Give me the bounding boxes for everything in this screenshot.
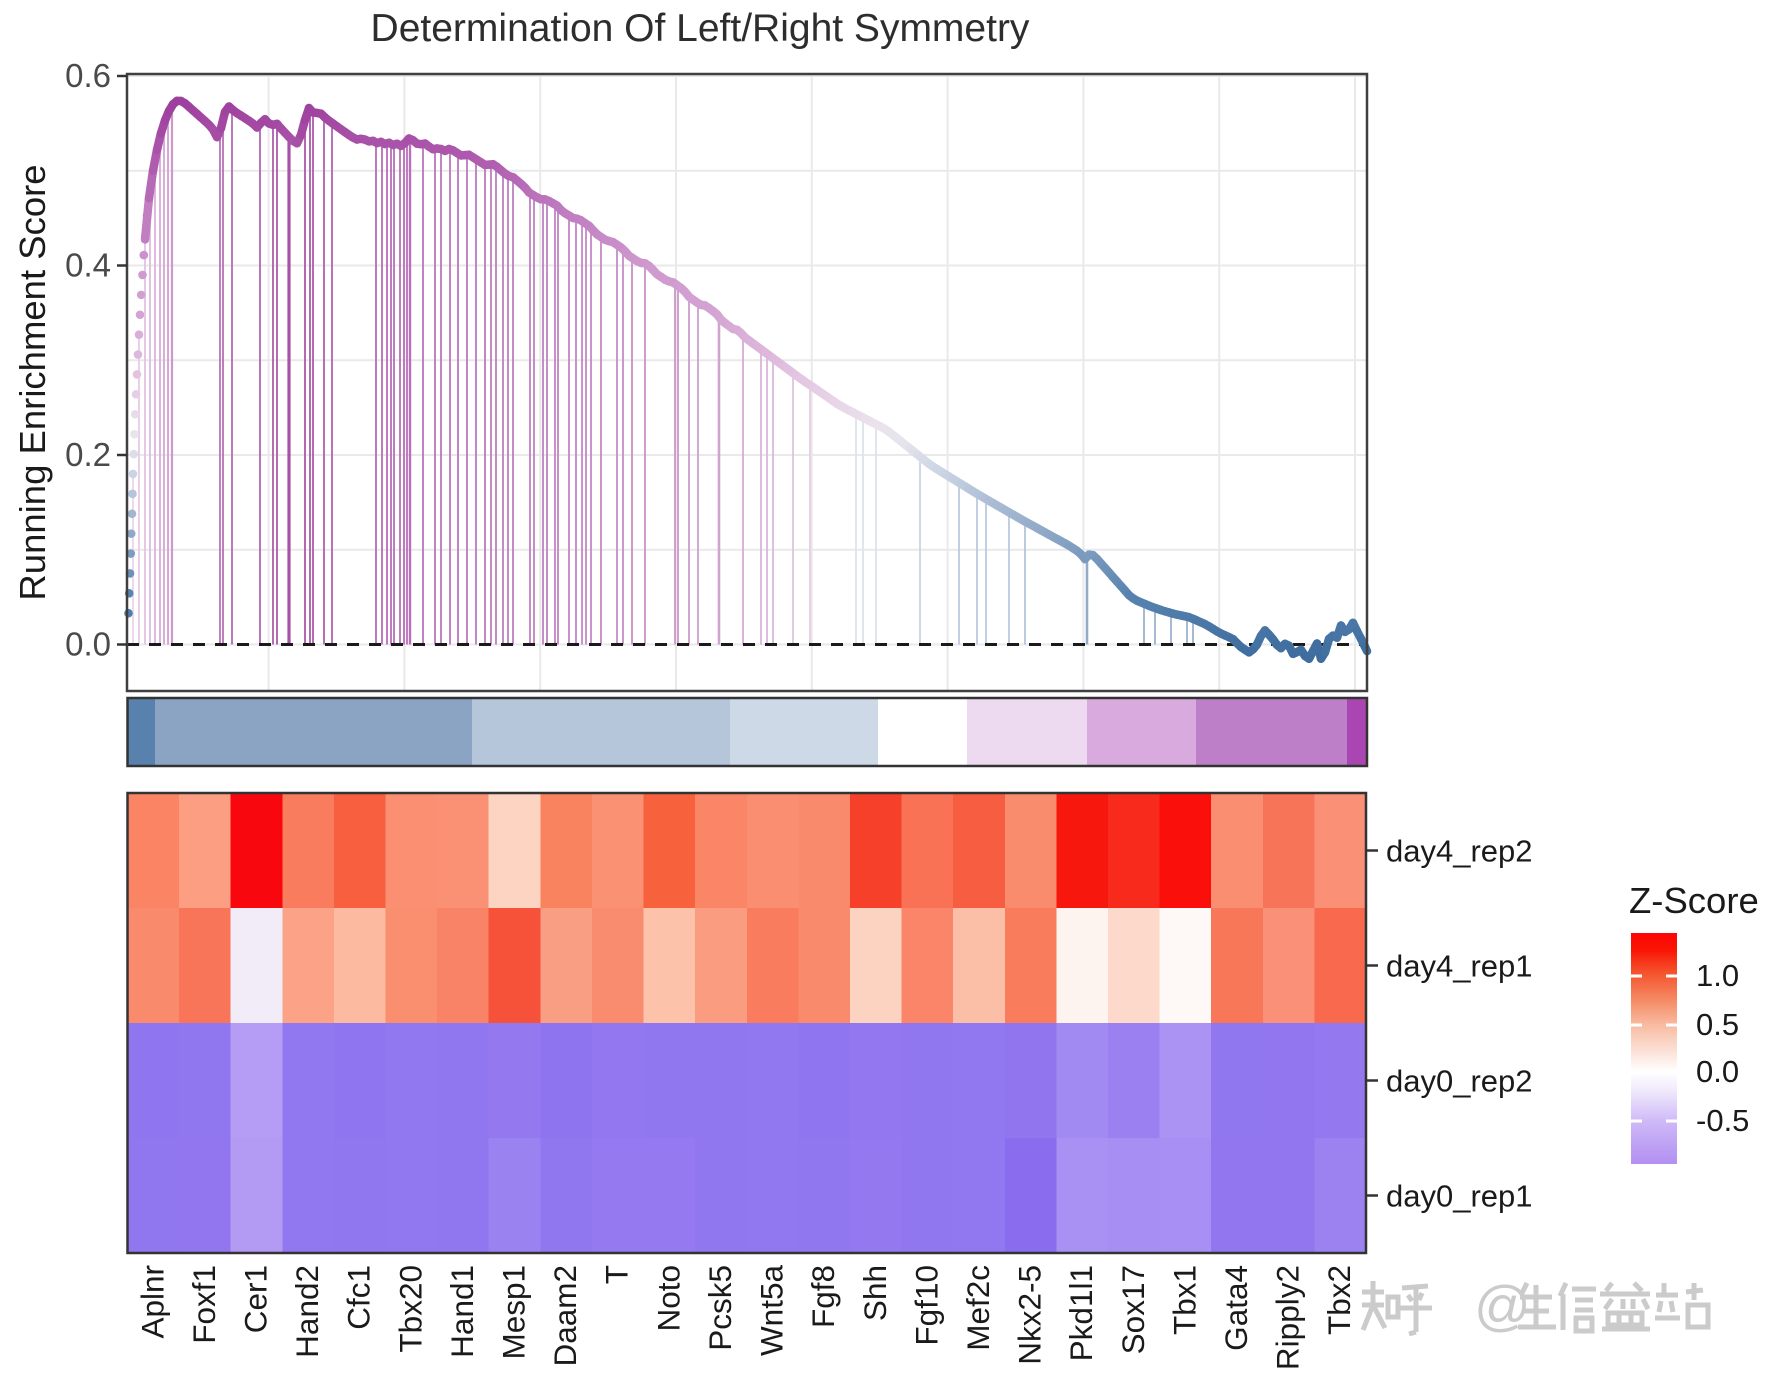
svg-text:Running Enrichment Score: Running Enrichment Score xyxy=(12,164,53,600)
svg-text:0.6: 0.6 xyxy=(65,57,111,94)
svg-text:Nkx2-5: Nkx2-5 xyxy=(1012,1265,1048,1365)
svg-text:T: T xyxy=(599,1265,635,1284)
svg-text:Foxf1: Foxf1 xyxy=(186,1265,222,1344)
svg-text:Sox17: Sox17 xyxy=(1115,1265,1151,1354)
svg-text:Daam2: Daam2 xyxy=(547,1265,583,1367)
svg-text:0.2: 0.2 xyxy=(65,436,111,473)
svg-text:day0_rep1: day0_rep1 xyxy=(1386,1179,1533,1214)
svg-text:Hand2: Hand2 xyxy=(289,1265,325,1358)
svg-text:Determination Of Left/Right Sy: Determination Of Left/Right Symmetry xyxy=(371,7,1030,50)
svg-text:Cer1: Cer1 xyxy=(238,1265,274,1333)
svg-text:Ripply2: Ripply2 xyxy=(1270,1265,1306,1370)
svg-text:Fgf10: Fgf10 xyxy=(908,1265,944,1346)
svg-text:Fgf8: Fgf8 xyxy=(805,1265,841,1328)
svg-text:Tbx20: Tbx20 xyxy=(392,1265,428,1353)
svg-text:day4_rep2: day4_rep2 xyxy=(1386,834,1533,869)
svg-text:Z-Score: Z-Score xyxy=(1629,880,1759,921)
svg-text:day0_rep2: day0_rep2 xyxy=(1386,1064,1533,1099)
svg-text:Aplnr: Aplnr xyxy=(134,1265,170,1339)
svg-text:1.0: 1.0 xyxy=(1696,958,1739,993)
svg-text:0.4: 0.4 xyxy=(65,247,111,284)
svg-text:0.0: 0.0 xyxy=(65,626,111,663)
svg-text:0.5: 0.5 xyxy=(1696,1007,1739,1042)
svg-text:Shh: Shh xyxy=(857,1265,893,1321)
svg-text:Hand1: Hand1 xyxy=(444,1265,480,1358)
svg-text:day4_rep1: day4_rep1 xyxy=(1386,949,1533,984)
svg-text:Mesp1: Mesp1 xyxy=(496,1265,532,1360)
svg-text:Tbx1: Tbx1 xyxy=(1166,1265,1202,1335)
svg-text:Tbx2: Tbx2 xyxy=(1321,1265,1357,1335)
svg-text:Gata4: Gata4 xyxy=(1218,1265,1254,1351)
svg-text:Mef2c: Mef2c xyxy=(960,1265,996,1351)
svg-text:Cfc1: Cfc1 xyxy=(341,1265,377,1330)
svg-text:0.0: 0.0 xyxy=(1696,1054,1739,1089)
svg-text:-0.5: -0.5 xyxy=(1696,1103,1749,1138)
svg-text:Noto: Noto xyxy=(650,1265,686,1332)
svg-text:Wnt5a: Wnt5a xyxy=(754,1265,790,1357)
svg-text:Pkd1l1: Pkd1l1 xyxy=(1063,1265,1099,1361)
svg-text:Pcsk5: Pcsk5 xyxy=(702,1265,738,1351)
